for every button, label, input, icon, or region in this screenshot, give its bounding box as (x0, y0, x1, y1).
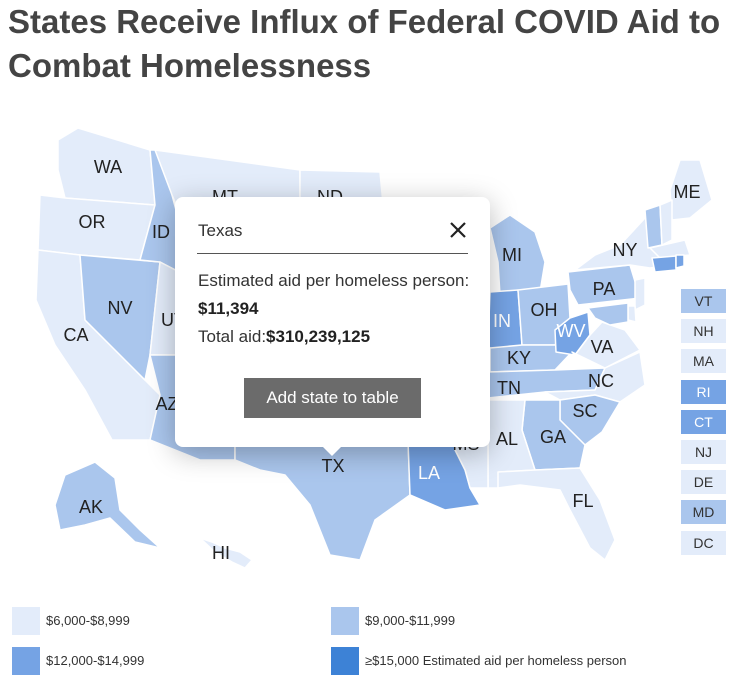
state-label-id: ID (152, 222, 170, 242)
state-label-wa: WA (94, 157, 122, 177)
per-person-label: Estimated aid per homeless person: (198, 271, 470, 290)
state-label-me: ME (674, 182, 701, 202)
state-label-or: OR (79, 212, 106, 232)
per-person-value: $11,394 (198, 299, 259, 318)
total-aid-label: Total aid: (198, 327, 267, 346)
legend-swatch (331, 607, 359, 635)
legend-swatch (12, 647, 40, 675)
state-label-ny: NY (612, 240, 637, 260)
close-icon[interactable] (447, 219, 469, 241)
legend-swatch (331, 647, 359, 675)
state-label-ky: KY (507, 348, 531, 368)
state-label-pa: PA (593, 279, 616, 299)
state-ma[interactable] (649, 239, 691, 259)
state-label-va: VA (591, 337, 614, 357)
state-label-sc: SC (572, 401, 597, 421)
state-mi[interactable] (489, 214, 546, 296)
state-label-mi: MI (502, 245, 522, 265)
small-state-de[interactable]: DE (681, 470, 726, 495)
state-label-nv: NV (107, 298, 132, 318)
state-label-tn: TN (497, 378, 521, 398)
state-label-tx: TX (321, 456, 344, 476)
state-label-oh: OH (531, 300, 558, 320)
state-ak[interactable] (54, 461, 161, 549)
small-state-ct[interactable]: CT (681, 409, 726, 434)
state-label-al: AL (496, 429, 518, 449)
small-state-vt[interactable]: VT (681, 289, 726, 313)
legend-label: ≥$15,000 Estimated aid per homeless pers… (365, 653, 627, 668)
legend-label: $6,000-$8,999 (46, 613, 130, 628)
state-md[interactable] (587, 302, 629, 326)
legend-label: $9,000-$11,999 (365, 613, 456, 628)
state-vt[interactable] (644, 204, 663, 249)
popup-pointer (322, 446, 342, 456)
state-label-wv: WV (557, 321, 586, 341)
state-label-in: IN (493, 311, 511, 331)
state-nj[interactable] (634, 277, 646, 311)
small-states-list: VT NH MA RI CT NJ DE MD DC (681, 289, 726, 561)
state-label-ga: GA (540, 427, 566, 447)
state-hi[interactable] (199, 537, 253, 569)
state-popup: Texas Estimated aid per homeless person:… (175, 197, 490, 447)
total-aid-value: $310,239,125 (266, 327, 371, 346)
popup-state-name: Texas (198, 221, 243, 240)
state-label-ca: CA (63, 325, 88, 345)
small-state-md[interactable]: MD (681, 500, 726, 525)
legend-label: $12,000-$14,999 (46, 653, 145, 668)
small-state-dc[interactable]: DC (681, 530, 726, 555)
state-ri[interactable] (675, 254, 685, 269)
state-va[interactable] (571, 321, 641, 369)
state-label-hi: HI (212, 543, 230, 563)
small-state-ri[interactable]: RI (681, 379, 726, 404)
state-ct[interactable] (651, 255, 677, 273)
add-state-to-table-button[interactable]: Add state to table (244, 378, 421, 418)
state-fl[interactable] (497, 467, 616, 561)
popup-body: Estimated aid per homeless person: $11,3… (198, 267, 473, 351)
small-state-ma[interactable]: MA (681, 349, 726, 374)
page-title: States Receive Influx of Federal COVID A… (8, 3, 721, 84)
popup-divider (197, 253, 468, 254)
state-nh[interactable] (659, 199, 673, 246)
state-de[interactable] (627, 305, 637, 323)
state-label-az: AZ (155, 394, 178, 414)
state-label-fl: FL (572, 491, 593, 511)
state-label-nc: NC (588, 371, 614, 391)
legend-swatch (12, 607, 40, 635)
small-state-nj[interactable]: NJ (681, 439, 726, 464)
small-state-nh[interactable]: NH (681, 319, 726, 344)
state-label-la: LA (418, 463, 440, 483)
state-label-ak: AK (79, 497, 103, 517)
